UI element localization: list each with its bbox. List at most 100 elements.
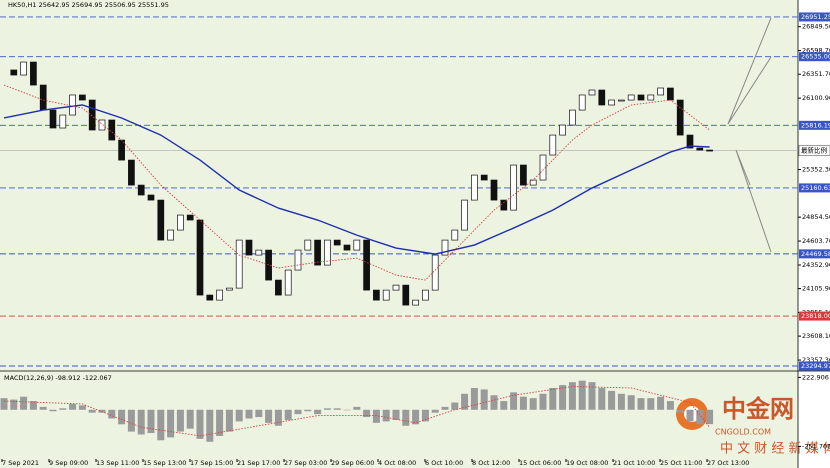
candle <box>559 124 566 136</box>
macd-bar <box>10 399 18 410</box>
candle <box>373 289 380 301</box>
candle <box>363 239 370 291</box>
macd-bar <box>147 409 155 434</box>
macd-bar <box>69 403 77 410</box>
moving-average <box>3 104 710 255</box>
candle <box>451 229 459 241</box>
candle <box>696 147 704 151</box>
y-tick-label: 25352.30 <box>802 166 830 174</box>
macd-bar <box>529 398 537 410</box>
candle <box>686 134 694 149</box>
candle <box>245 239 253 256</box>
macd-title: MACD(12,26,9) -98.912 -122.067 <box>4 374 112 382</box>
candle <box>20 61 27 76</box>
macd-bar <box>216 409 224 436</box>
current-label: 最新比例 <box>801 146 827 155</box>
candle <box>275 279 282 296</box>
x-tick-label: 15 Sep 13:00 <box>143 459 186 467</box>
macd-bar <box>304 409 312 412</box>
macd-bar <box>39 406 47 410</box>
macd-bar <box>461 393 469 410</box>
macd-bar <box>372 409 380 423</box>
candle <box>706 149 713 152</box>
candle <box>667 87 674 101</box>
macd-bar <box>167 409 175 438</box>
macd-bar <box>49 409 57 412</box>
macd-bar <box>108 409 116 419</box>
macd-bar <box>598 387 606 410</box>
y-tick-label: 26598.70 <box>802 47 830 55</box>
x-tick-label: 27 Sep 03:00 <box>284 459 327 467</box>
macd-bar <box>274 409 282 426</box>
macd-bar <box>382 409 390 422</box>
y-tick-label: -251.706 <box>802 442 830 450</box>
header: HK50,H1 25642.95 25694.95 25506.95 25551… <box>8 1 169 9</box>
candle <box>98 119 106 131</box>
level-label-box <box>799 311 830 321</box>
candle <box>314 239 321 266</box>
candle <box>441 239 449 256</box>
macd-bar <box>559 385 567 410</box>
macd-bar <box>206 409 214 442</box>
candle <box>539 154 547 181</box>
macd-bar <box>314 409 322 415</box>
candle <box>647 94 655 101</box>
macd-bar <box>78 405 86 410</box>
level-label-box <box>799 361 830 371</box>
candle <box>88 99 96 131</box>
macd-bar <box>402 409 410 426</box>
candle <box>618 99 625 102</box>
candle <box>431 254 439 291</box>
arrows <box>727 17 772 253</box>
macd-bar <box>88 409 96 413</box>
macd-bar <box>608 390 616 410</box>
x-tick-label: 6 Oct 10:00 <box>425 459 463 467</box>
macd-bar <box>265 409 273 423</box>
y-tick-label: 24352.90 <box>802 261 830 269</box>
candle <box>402 284 410 306</box>
candle <box>353 239 361 251</box>
level-label: 25816.19 <box>801 121 830 129</box>
macd-bar <box>392 409 400 420</box>
macd-bar <box>539 393 547 410</box>
macd-bar <box>470 387 478 410</box>
candle <box>324 239 331 266</box>
level-label-box <box>799 52 830 62</box>
candle <box>392 284 400 291</box>
level-label-box <box>799 120 830 130</box>
macd-bar <box>480 389 488 410</box>
candle <box>598 89 606 106</box>
macd-bar <box>617 393 625 410</box>
candle <box>167 229 174 241</box>
macd-bar <box>686 409 694 422</box>
candle <box>108 119 116 141</box>
macd-bar <box>29 401 37 410</box>
macd-bar <box>196 409 204 439</box>
candle <box>676 99 684 136</box>
macd-bar <box>353 406 361 410</box>
candle <box>128 159 135 186</box>
x-tick-label: 8 Oct 12:00 <box>472 459 510 467</box>
macd-bar <box>519 396 527 410</box>
candle <box>520 164 527 186</box>
level-label: 26535.00 <box>801 53 830 61</box>
x-tick-label: 21 Sep 17:00 <box>237 459 280 467</box>
candle <box>59 114 67 129</box>
candle <box>333 239 341 246</box>
candle <box>206 294 214 301</box>
price-axis <box>798 0 830 468</box>
macd-bar <box>500 401 508 410</box>
y-tick-label: 26351.70 <box>802 70 830 78</box>
candle <box>412 299 419 306</box>
macd-bar <box>343 409 351 411</box>
candle <box>608 99 615 106</box>
macd-bar <box>363 409 371 418</box>
candle <box>294 249 302 271</box>
candle <box>343 244 351 251</box>
y-tick-label: 24603.70 <box>802 237 830 245</box>
macd-bar <box>137 409 145 435</box>
macd-bar <box>0 398 8 410</box>
x-tick-label: 25 Oct 11:00 <box>660 459 702 467</box>
macd-bar <box>157 409 165 441</box>
macd-bar <box>20 396 28 410</box>
